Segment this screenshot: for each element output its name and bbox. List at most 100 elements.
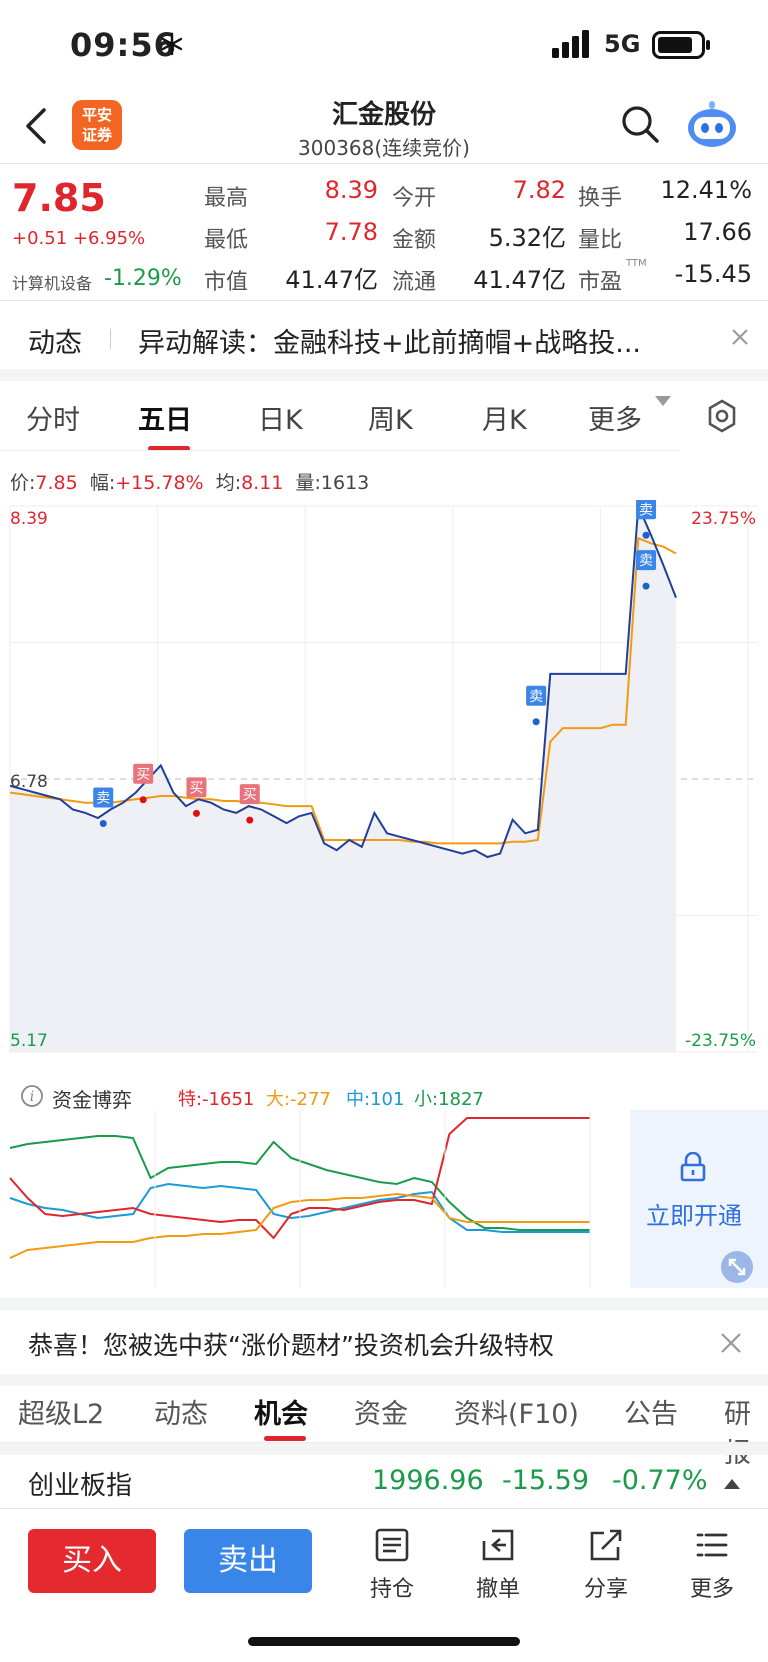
promo-banner[interactable]: 恭喜！您被选中获“涨价题材”投资机会升级特权 bbox=[0, 1310, 768, 1374]
buy-button[interactable]: 买入 bbox=[28, 1529, 156, 1593]
info-tab-2[interactable]: 机会 bbox=[254, 1399, 308, 1430]
header-divider bbox=[0, 163, 768, 164]
chart-tab-5[interactable]: 更多 bbox=[588, 405, 642, 436]
x-label-4: 2025/05/30 bbox=[627, 1059, 725, 1060]
chart-tab-2[interactable]: 日K bbox=[258, 405, 303, 436]
cancel-order-label[interactable]: 撤单 bbox=[475, 1577, 520, 1602]
info-tab-5[interactable]: 公告 bbox=[624, 1399, 678, 1430]
sell-button[interactable]: 卖出 bbox=[184, 1529, 312, 1593]
chevron-up-icon[interactable] bbox=[724, 1477, 740, 1489]
home-indicator bbox=[248, 1637, 520, 1646]
broker-logo: 平安 证券 bbox=[72, 100, 122, 150]
close-icon[interactable] bbox=[730, 327, 750, 347]
news-tag: 动态 bbox=[28, 328, 82, 359]
quote-label-3: 最低 bbox=[204, 228, 249, 253]
snowflake-icon bbox=[161, 32, 183, 56]
chart-tab-1[interactable]: 五日 bbox=[138, 405, 192, 436]
settings-gear-icon[interactable] bbox=[704, 398, 740, 434]
more-label[interactable]: 更多 bbox=[689, 1577, 734, 1602]
trade-marker-label-1: 买 bbox=[136, 767, 150, 783]
price-line bbox=[9, 505, 677, 859]
unlock-label: 立即开通 bbox=[646, 1202, 742, 1230]
section-gap bbox=[0, 369, 768, 381]
unlock-overlay[interactable]: 立即开通 bbox=[630, 1110, 768, 1288]
trade-marker-5 bbox=[636, 500, 657, 520]
trade-marker-label-5: 卖 bbox=[639, 502, 653, 518]
search-icon[interactable] bbox=[620, 104, 660, 144]
promo-close-icon[interactable] bbox=[720, 1332, 742, 1354]
news-separator bbox=[110, 329, 111, 349]
index-ticker[interactable]: 创业板指 1996.96 -15.59 -0.77% bbox=[0, 1455, 768, 1507]
fund-flow-chart bbox=[9, 1110, 591, 1288]
holdings-icon[interactable] bbox=[374, 1527, 410, 1563]
y-right-label-bottom: -23.75% bbox=[685, 1031, 756, 1051]
back-icon[interactable] bbox=[22, 106, 50, 146]
trade-marker-6 bbox=[636, 550, 657, 571]
info-tab-1[interactable]: 动态 bbox=[154, 1399, 208, 1430]
x-label-0: 2025/05/26 bbox=[35, 1059, 133, 1060]
info-average: 8.11 bbox=[241, 472, 284, 494]
quote-label-1: 今开 bbox=[392, 186, 437, 211]
toolbar-divider bbox=[0, 1508, 768, 1509]
quote-value-0: 8.39 bbox=[324, 176, 378, 204]
section-gap-4 bbox=[0, 1443, 768, 1455]
chevron-down-icon[interactable] bbox=[655, 396, 671, 410]
network-type: 5G bbox=[604, 30, 641, 58]
battery-icon bbox=[652, 31, 710, 59]
lock-icon bbox=[680, 1152, 706, 1182]
info-tab-3[interactable]: 资金 bbox=[354, 1399, 408, 1430]
y-label-mid: 6.78 bbox=[10, 772, 48, 792]
trade-marker-2 bbox=[186, 777, 207, 798]
share-icon[interactable] bbox=[588, 1527, 624, 1563]
index-pct: -0.77% bbox=[612, 1465, 708, 1496]
fund-flow-header: i 资金博弈 特:-1651 大:-277 中:101 小:1827 bbox=[0, 1082, 768, 1112]
expand-icon[interactable] bbox=[720, 1250, 754, 1284]
trade-marker-label-3: 买 bbox=[243, 787, 257, 803]
quote-value-4: 5.32亿 bbox=[488, 224, 566, 252]
chart-tab-3[interactable]: 周K bbox=[368, 405, 413, 436]
nav-header: 平安 证券 汇金股份 300368(连续竞价) bbox=[0, 90, 768, 164]
ttm-superscript: TTM bbox=[626, 258, 647, 269]
promo-text: 恭喜！您被选中获“涨价题材”投资机会升级特权 bbox=[28, 1331, 554, 1360]
index-value: 1996.96 bbox=[372, 1465, 484, 1496]
trade-marker-label-2: 买 bbox=[189, 780, 203, 796]
marker-dot-5 bbox=[642, 531, 650, 539]
info-tab-0[interactable]: 超级L2 bbox=[18, 1399, 105, 1430]
chart-tab-0[interactable]: 分时 bbox=[26, 405, 80, 436]
quote-label-0: 最高 bbox=[204, 186, 249, 211]
x-label-3: 2025/05/29 bbox=[479, 1059, 577, 1060]
x-label-1: 2025/05/27 bbox=[183, 1059, 281, 1060]
quote-label-5: 量比 bbox=[578, 228, 623, 253]
chart-tab-4[interactable]: 月K bbox=[482, 405, 527, 436]
holdings-label[interactable]: 持仓 bbox=[369, 1577, 414, 1602]
fund-flow-medium: 中:101 bbox=[346, 1089, 405, 1110]
trade-marker-3 bbox=[239, 784, 260, 805]
share-label[interactable]: 分享 bbox=[583, 1577, 628, 1602]
marker-dot-4 bbox=[532, 718, 540, 726]
quote-value-3: 7.78 bbox=[324, 218, 378, 246]
y-label-top: 8.39 bbox=[10, 509, 48, 529]
quote-value-2: 12.41% bbox=[660, 176, 752, 204]
trade-toolbar: 买入 卖出 持仓 撤单 分享 更多 bbox=[0, 1509, 768, 1662]
info-tab-4[interactable]: 资料(F10) bbox=[454, 1399, 579, 1430]
sector-change: -1.29% bbox=[104, 266, 182, 291]
chart-period-tabs: 分时 五日 日K 周K 月K 更多 bbox=[0, 398, 768, 451]
fund-flow-large: 大:-277 bbox=[266, 1089, 331, 1110]
price-change: +0.51 +6.95% bbox=[12, 228, 146, 249]
average-price-line bbox=[9, 536, 677, 845]
info-icon[interactable]: i bbox=[20, 1084, 44, 1108]
trade-marker-label-6: 卖 bbox=[639, 553, 653, 569]
index-name: 创业板指 bbox=[28, 1471, 133, 1501]
cancel-order-icon[interactable] bbox=[480, 1527, 516, 1563]
y-right-label-top: 23.75% bbox=[691, 509, 756, 529]
info-tabs-divider bbox=[0, 1442, 768, 1443]
more-menu-icon[interactable] bbox=[694, 1527, 730, 1563]
marker-dot-0 bbox=[99, 820, 107, 828]
current-price: 7.85 bbox=[12, 176, 106, 220]
quote-value-8: -15.45 bbox=[674, 260, 752, 288]
svg-text:i: i bbox=[30, 1089, 34, 1105]
five-day-price-chart[interactable]: 卖买买买卖卖卖8.396.785.1723.75%-23.75%2025/05/… bbox=[0, 500, 768, 1060]
sector-name[interactable]: 计算机设备 bbox=[12, 274, 93, 293]
ai-robot-icon[interactable] bbox=[684, 98, 740, 150]
news-banner[interactable]: 动态 异动解读：金融科技+此前摘帽+战略投... bbox=[0, 301, 768, 369]
